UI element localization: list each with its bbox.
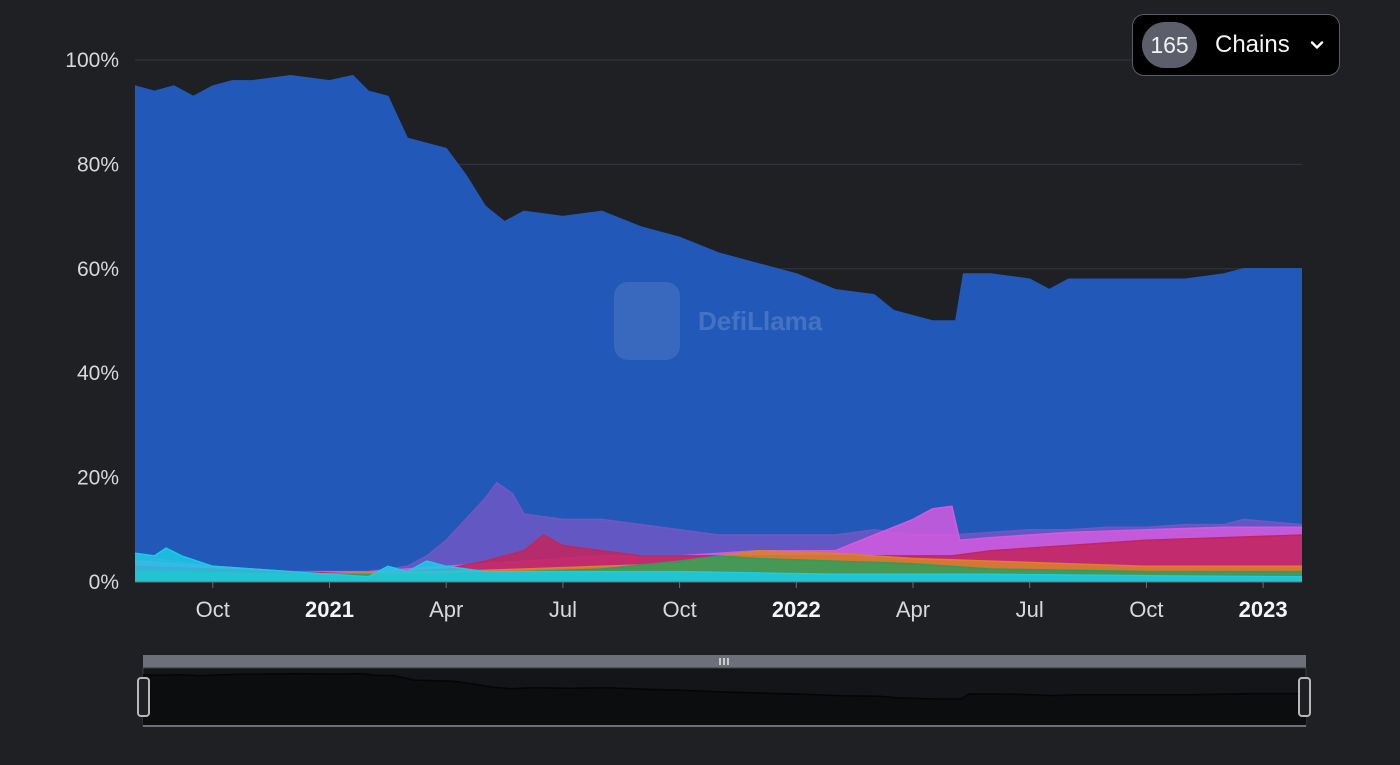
x-tick-label: 2022 — [772, 597, 821, 622]
y-tick-label: 80% — [77, 153, 119, 176]
watermark-text: DefiLlama — [698, 306, 823, 336]
y-tick-label: 20% — [77, 467, 119, 490]
chain-selector-label: Chains — [1215, 31, 1290, 58]
x-tick-label: Jul — [1016, 597, 1044, 622]
series-line-6 — [134, 547, 1303, 578]
x-tick-label: 2023 — [1239, 597, 1288, 622]
chain-count-badge: 165 — [1142, 22, 1197, 68]
x-tick-label: Jul — [549, 597, 577, 622]
chain-selector-button[interactable]: 165 Chains — [1132, 14, 1340, 76]
llama-logo-icon — [614, 282, 680, 360]
chevron-down-icon — [1310, 41, 1324, 49]
x-tick-label: Oct — [662, 597, 696, 622]
x-tick-label: Apr — [896, 597, 930, 622]
series-area-6 — [135, 548, 1302, 582]
y-tick-label: 0% — [89, 571, 119, 594]
y-tick-label: 60% — [77, 258, 119, 281]
series-area-0 — [135, 75, 1302, 582]
zoom-handle-right[interactable] — [1298, 677, 1311, 717]
y-tick-label: 40% — [77, 362, 119, 385]
x-tick-label: Oct — [196, 597, 230, 622]
zoom-preview-line — [142, 672, 1306, 700]
x-tick-label: Oct — [1129, 597, 1163, 622]
zoom-handle-left[interactable] — [137, 677, 150, 717]
x-tick-label: 2021 — [305, 597, 354, 622]
x-tick-label: Apr — [429, 597, 463, 622]
zoom-preview-area — [143, 673, 1306, 726]
y-tick-label: 100% — [65, 49, 119, 72]
series-line-0 — [134, 74, 1302, 322]
